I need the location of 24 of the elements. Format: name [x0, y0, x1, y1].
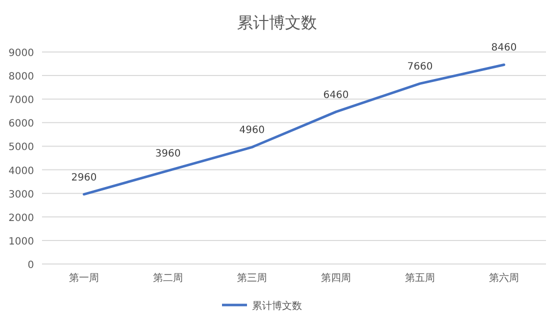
- x-tick-label: 第四周: [321, 272, 351, 284]
- y-tick-label: 6000: [8, 118, 34, 130]
- data-label: 6460: [323, 90, 349, 101]
- y-tick-label: 8000: [8, 72, 34, 83]
- y-tick-label: 7000: [8, 95, 34, 106]
- data-label: 8460: [491, 42, 517, 54]
- legend-label: 累计博文数: [252, 300, 302, 312]
- x-tick-label: 第三周: [237, 272, 267, 284]
- y-tick-label: 1000: [8, 236, 34, 248]
- chart-title: 累计博文数: [237, 13, 317, 32]
- x-tick-label: 第五周: [405, 272, 435, 284]
- y-tick-label: 9000: [8, 48, 34, 59]
- data-label: 4960: [239, 125, 265, 136]
- y-tick-label: 3000: [8, 189, 34, 200]
- y-tick-label: 5000: [8, 142, 34, 154]
- y-tick-label: 4000: [8, 166, 34, 177]
- y-tick-label: 0: [28, 260, 34, 271]
- x-tick-label: 第一周: [69, 272, 99, 284]
- data-label: 2960: [71, 172, 97, 184]
- y-tick-label: 2000: [8, 212, 34, 224]
- data-label: 7660: [407, 62, 433, 73]
- x-tick-label: 第二周: [153, 272, 183, 284]
- x-tick-label: 第六周: [489, 272, 519, 284]
- data-label: 3960: [155, 148, 181, 160]
